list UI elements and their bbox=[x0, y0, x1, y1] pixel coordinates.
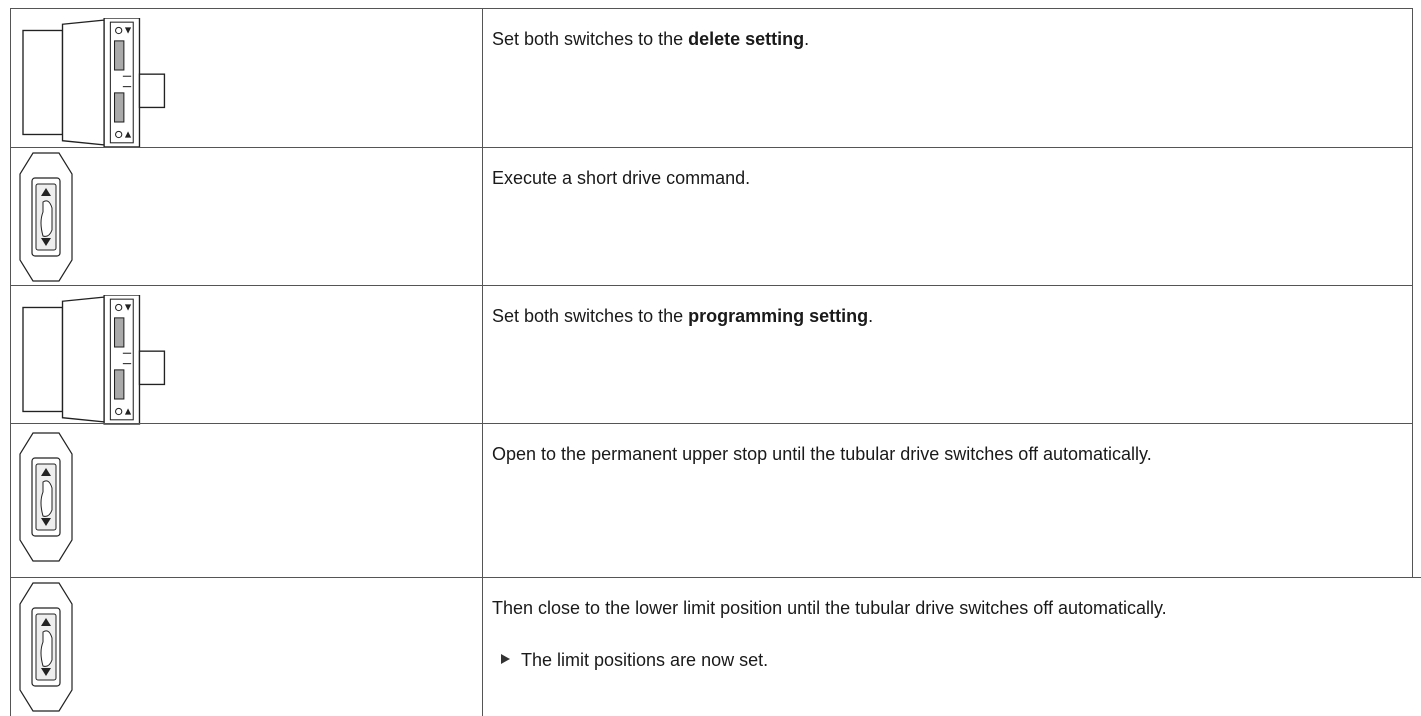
text: Execute a short drive command. bbox=[492, 168, 751, 188]
switch-icon bbox=[21, 18, 181, 148]
bold-text: delete setting bbox=[688, 29, 805, 49]
bold-text: programming setting bbox=[688, 306, 869, 326]
switch-icon bbox=[21, 295, 181, 425]
text: Then close to the lower limit position u… bbox=[492, 598, 1167, 618]
instruction: Set both switches to the programming set… bbox=[492, 306, 873, 327]
table-row: Set both switches to the programming set… bbox=[10, 285, 1413, 423]
transmitter-icon bbox=[19, 582, 73, 712]
icon-cell bbox=[11, 286, 483, 423]
instruction: Execute a short drive command. bbox=[492, 168, 750, 189]
text: Set both switches to the bbox=[492, 306, 689, 326]
table-row: Open to the permanent upper stop until t… bbox=[10, 423, 1413, 577]
instruction: Open to the permanent upper stop until t… bbox=[492, 444, 1152, 465]
transmitter-icon bbox=[19, 432, 73, 562]
result: The limit positions are now set. bbox=[521, 650, 769, 670]
transmitter-icon bbox=[19, 152, 73, 282]
icon-cell bbox=[11, 424, 483, 577]
text: Set both switches to the bbox=[492, 29, 689, 49]
table-row: Then close to the lower limit position u… bbox=[10, 577, 1421, 716]
icon-cell bbox=[11, 148, 483, 285]
text: . bbox=[868, 306, 874, 326]
icon-cell bbox=[11, 9, 483, 147]
icon-cell bbox=[11, 578, 483, 716]
table-row: Set both switches to the delete setting. bbox=[10, 8, 1413, 147]
text: Open to the permanent upper stop until t… bbox=[492, 444, 1152, 464]
bullet bbox=[501, 654, 510, 664]
instruction: Then close to the lower limit position u… bbox=[492, 598, 1167, 619]
table-row: Execute a short drive command. bbox=[10, 147, 1413, 285]
text: . bbox=[804, 29, 810, 49]
instruction: Set both switches to the delete setting. bbox=[492, 29, 809, 50]
